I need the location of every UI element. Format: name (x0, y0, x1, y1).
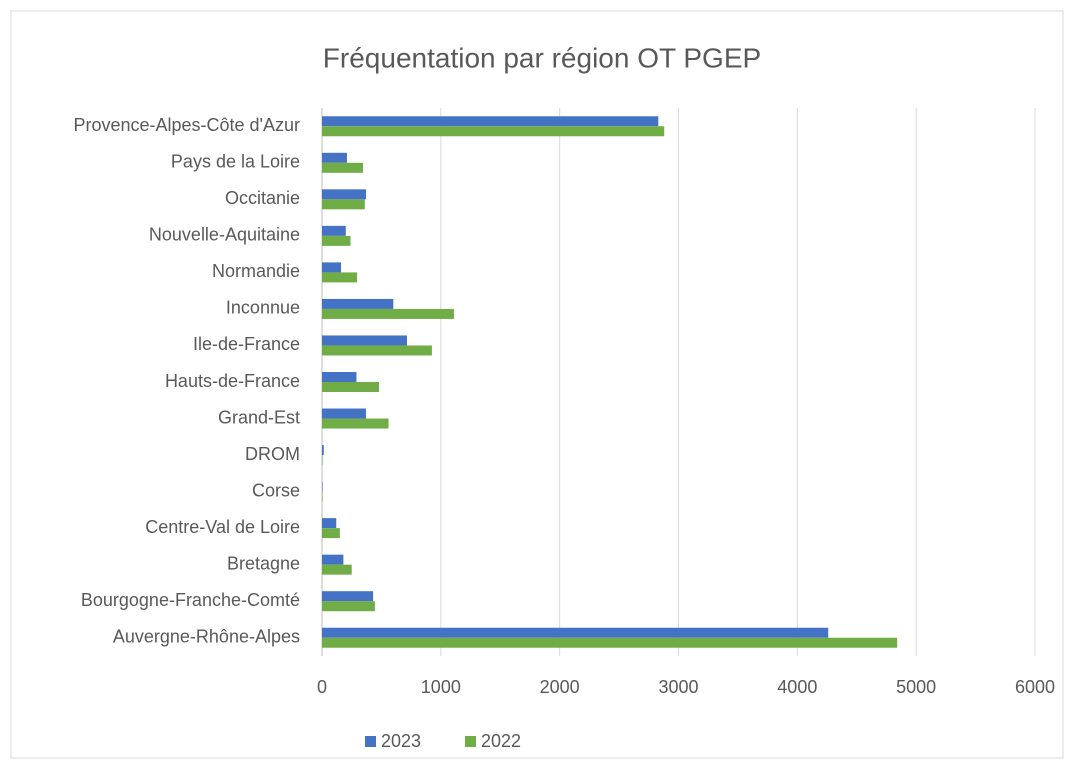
bar (322, 445, 324, 456)
y-tick-label: DROM (245, 444, 300, 464)
bar (322, 298, 394, 309)
y-tick-label: Normandie (212, 261, 300, 281)
bar (322, 272, 358, 283)
y-tick-label: Inconnue (226, 298, 300, 318)
y-tick-label: Provence-Alpes-Côte d'Azur (73, 115, 300, 135)
bar (322, 335, 407, 346)
legend-swatch (365, 736, 376, 747)
bar (322, 262, 342, 273)
bar (322, 491, 323, 502)
bar (322, 162, 363, 173)
y-tick-label: Centre-Val de Loire (145, 517, 300, 537)
bar (322, 518, 337, 529)
bar (322, 372, 357, 382)
bar (322, 225, 346, 236)
bar (322, 408, 366, 419)
chart-title: Fréquentation par région OT PGEP (323, 42, 761, 73)
bar (322, 308, 454, 319)
bar (322, 235, 351, 246)
bar (322, 601, 375, 612)
bar (322, 418, 389, 429)
y-tick-label: Auvergne-Rhône-Alpes (113, 626, 300, 646)
bar (322, 554, 344, 565)
bar (322, 345, 432, 356)
x-tick-label: 6000 (1015, 677, 1055, 697)
y-tick-label: Hauts-de-France (165, 371, 300, 391)
bar (322, 455, 323, 466)
y-tick-label: Pays de la Loire (171, 152, 300, 172)
bar (322, 126, 665, 137)
legend-label: 2022 (481, 731, 521, 751)
y-tick-label: Ile-de-France (193, 334, 300, 354)
bar (322, 152, 347, 163)
bar (322, 199, 365, 210)
x-tick-label: 2000 (540, 677, 580, 697)
bar (322, 382, 380, 392)
x-tick-label: 4000 (777, 677, 817, 697)
bar (322, 189, 366, 200)
legend-label: 2023 (381, 731, 421, 751)
x-tick-label: 5000 (896, 677, 936, 697)
y-tick-label: Bretagne (227, 553, 300, 573)
bar (322, 481, 323, 492)
bar (322, 591, 374, 602)
y-tick-label: Nouvelle-Aquitaine (149, 225, 300, 245)
bar (322, 564, 352, 575)
legend-swatch (465, 736, 476, 747)
y-tick-label: Occitanie (225, 188, 300, 208)
bar (322, 637, 898, 648)
x-tick-label: 3000 (658, 677, 698, 697)
bar (322, 116, 659, 127)
bar (322, 528, 340, 539)
y-tick-label: Corse (252, 480, 300, 500)
bar (322, 627, 829, 638)
x-tick-label: 0 (317, 677, 327, 697)
y-tick-label: Bourgogne-Franche-Comté (81, 590, 300, 610)
x-tick-label: 1000 (421, 677, 461, 697)
y-tick-label: Grand-Est (218, 407, 300, 427)
